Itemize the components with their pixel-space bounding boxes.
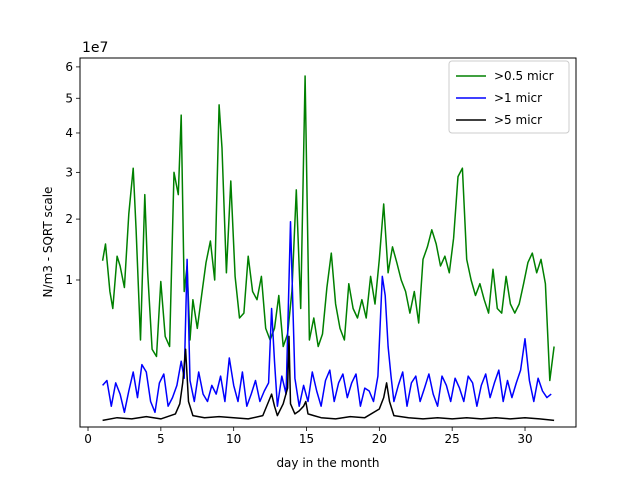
legend-label-1: >0.5 micr (494, 69, 554, 83)
legend-box (448, 60, 570, 134)
series-line-2 (102, 220, 552, 414)
x-axis-label: day in the month (276, 456, 379, 470)
legend-label-3: >5 micr (494, 113, 542, 127)
x-tick-label: 30 (517, 432, 532, 446)
x-tick-label: 15 (299, 432, 314, 446)
y-tick-label: 6 (65, 60, 73, 74)
legend: >0.5 micr >1 micr >5 micr (448, 60, 570, 134)
y-tick-label: 5 (65, 91, 73, 105)
x-tick-label: 10 (226, 432, 241, 446)
y-tick-label: 4 (65, 126, 73, 140)
y-tick-label: 1 (65, 273, 73, 287)
plot-frame (79, 57, 577, 428)
y-tick-label: 3 (65, 165, 73, 179)
x-axis-ticks: 0 5 10 15 20 25 30 (84, 427, 533, 446)
series-line-1 (101, 75, 555, 382)
series-layer (101, 75, 555, 422)
y-axis-ticks: 1 2 3 4 5 6 (65, 60, 80, 287)
plot-area (79, 57, 577, 428)
x-tick-label: 0 (84, 432, 92, 446)
y-tick-label: 2 (65, 212, 73, 226)
series-line-3 (102, 335, 555, 422)
y-axis-offset-label: 1e7 (82, 40, 108, 56)
x-tick-label: 20 (372, 432, 387, 446)
y-axis-label: N/m3 - SQRT scale (41, 187, 55, 298)
x-tick-label: 5 (157, 432, 165, 446)
x-tick-label: 25 (445, 432, 460, 446)
legend-label-2: >1 micr (494, 91, 542, 105)
